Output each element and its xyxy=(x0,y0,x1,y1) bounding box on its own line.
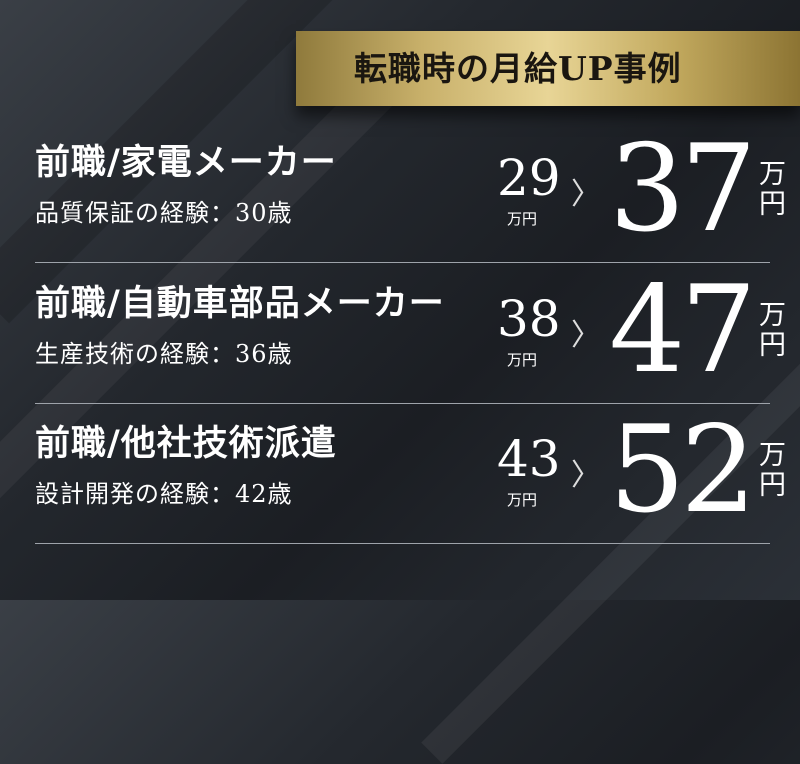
salary-before-unit: 万円 xyxy=(507,491,538,509)
unit-en: 円 xyxy=(759,470,786,501)
salary-before: 43 xyxy=(497,430,561,488)
case-title: 前職/家電メーカー xyxy=(35,142,337,183)
salary-after: 52 xyxy=(609,401,757,540)
divider xyxy=(35,262,770,263)
salary-before: 38 xyxy=(497,290,561,348)
salary-after-unit: 万円 xyxy=(759,160,789,220)
arrow-icon: 〉 xyxy=(571,177,601,212)
divider xyxy=(35,403,770,404)
unit-man: 万 xyxy=(759,159,786,190)
salary-before-unit: 万円 xyxy=(507,210,538,228)
divider xyxy=(35,543,770,544)
salary-after: 37 xyxy=(609,120,757,259)
case-title: 前職/自動車部品メーカー xyxy=(35,283,445,324)
arrow-icon: 〉 xyxy=(571,318,601,353)
salary-after: 47 xyxy=(609,261,757,400)
salary-after-unit: 万円 xyxy=(759,301,789,361)
case-row: 前職/自動車部品メーカー 生産技術の経験：36歳 38 万円 〉 47 万円 xyxy=(35,261,786,404)
case-title: 前職/他社技術派遣 xyxy=(35,423,337,464)
salary-before-unit: 万円 xyxy=(507,351,538,369)
salary-after-unit: 万円 xyxy=(759,441,789,501)
case-subtitle: 品質保証の経験：30歳 xyxy=(35,199,293,227)
unit-en: 円 xyxy=(759,189,786,220)
unit-man: 万 xyxy=(759,300,786,331)
salary-before: 29 xyxy=(497,149,561,207)
unit-en: 円 xyxy=(759,330,786,361)
case-subtitle: 設計開発の経験：42歳 xyxy=(35,480,293,508)
unit-man: 万 xyxy=(759,440,786,471)
heading-banner: 転職時の月給UP事例 xyxy=(296,31,800,106)
case-row: 前職/他社技術派遣 設計開発の経験：42歳 43 万円 〉 52 万円 xyxy=(35,401,786,544)
heading-title: 転職時の月給UP事例 xyxy=(354,49,682,88)
case-row: 前職/家電メーカー 品質保証の経験：30歳 29 万円 〉 37 万円 xyxy=(35,120,786,263)
arrow-icon: 〉 xyxy=(571,458,601,493)
case-subtitle: 生産技術の経験：36歳 xyxy=(35,340,293,368)
